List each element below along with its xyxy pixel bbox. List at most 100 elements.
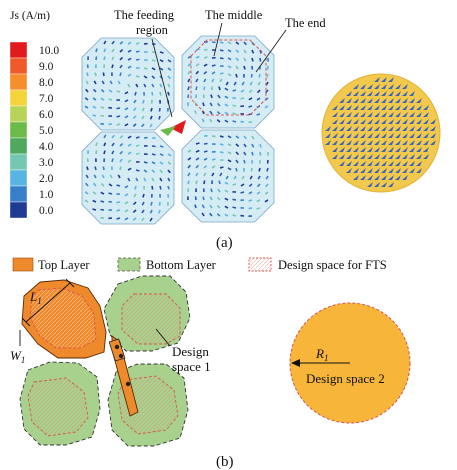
current-arrow <box>219 57 224 60</box>
circle-arrow <box>416 154 422 159</box>
current-arrow <box>224 213 229 217</box>
current-arrow <box>210 94 213 99</box>
current-arrow <box>265 175 269 180</box>
colorbar: Js (A/m) 10.0 9.0 8.0 7.0 6.0 5.0 4.0 3.0 2.0 1.0… <box>9 10 59 219</box>
colorbar-cell <box>9 137 28 155</box>
circle-arrow <box>423 112 429 117</box>
circle-arrow <box>360 84 366 89</box>
current-arrow <box>124 107 129 111</box>
current-arrow <box>233 81 237 86</box>
current-arrow <box>224 111 229 115</box>
current-arrow <box>250 167 253 172</box>
current-arrow <box>203 157 208 161</box>
current-arrow <box>117 80 121 85</box>
circle-arrow <box>332 112 338 117</box>
current-arrow <box>92 105 97 109</box>
colorbar-tick: 1.0 <box>39 189 54 201</box>
circle-arrow <box>395 126 401 131</box>
current-arrow <box>103 134 107 139</box>
circle-arrow <box>325 140 331 145</box>
current-arrow <box>103 142 107 147</box>
circle-arrow <box>353 84 359 89</box>
current-arrow <box>250 73 253 78</box>
current-arrow <box>127 83 131 88</box>
current-arrow <box>243 151 247 156</box>
current-arrow <box>111 64 114 69</box>
circle-arrow <box>353 105 359 110</box>
current-arrow <box>116 107 121 110</box>
circle-arrow <box>381 77 387 82</box>
current-arrow <box>211 172 215 177</box>
circle-arrow <box>388 84 394 89</box>
radius-label: R1 <box>315 346 328 363</box>
current-arrow <box>100 106 105 109</box>
circle-arrow <box>409 98 415 103</box>
current-arrow <box>103 56 106 61</box>
current-arrow <box>116 90 121 93</box>
circle-arrow <box>332 119 338 124</box>
current-arrow <box>266 73 269 78</box>
circle-arrow <box>430 140 436 145</box>
circle-arrow <box>374 77 380 82</box>
current-arrow <box>127 167 132 171</box>
circle-arrow <box>367 91 373 96</box>
colorbar-title: Js (A/m) <box>10 10 50 22</box>
current-arrow <box>249 175 253 180</box>
current-arrow <box>187 164 191 169</box>
current-arrow <box>232 120 237 123</box>
current-arrow <box>225 175 229 180</box>
annotation-middle: The middle <box>205 8 263 22</box>
current-arrow <box>135 169 140 172</box>
colorbar-tick: 0.0 <box>39 205 54 217</box>
current-arrow <box>151 177 155 182</box>
via-3 <box>125 381 131 387</box>
current-arrow <box>111 158 114 163</box>
current-arrow <box>151 83 155 88</box>
circle-arrow <box>367 168 373 173</box>
circle-arrow <box>402 126 408 131</box>
circle-arrow <box>374 154 380 159</box>
circle-arrow <box>360 126 366 131</box>
current-arrow <box>203 142 208 145</box>
current-arrow <box>111 40 115 45</box>
current-arrow <box>232 104 237 107</box>
circle-arrow <box>346 126 352 131</box>
current-arrow <box>217 94 221 99</box>
current-arrow <box>243 57 247 62</box>
current-arrow <box>211 64 216 67</box>
current-arrow <box>232 214 237 217</box>
current-arrow <box>84 199 89 203</box>
current-arrow <box>124 201 129 205</box>
current-arrow <box>195 172 199 177</box>
current-arrow <box>209 102 213 107</box>
circle-arrow <box>339 140 345 145</box>
current-arrow <box>195 55 200 59</box>
circle-arrow <box>367 182 373 187</box>
circle-arrow <box>332 140 338 145</box>
current-arrow <box>203 78 207 83</box>
colorbar-tick: 3.0 <box>39 157 54 169</box>
current-arrow <box>256 207 261 210</box>
current-arrow <box>167 75 171 80</box>
current-arrow <box>210 188 213 193</box>
current-arrow <box>84 105 89 109</box>
current-arrow <box>135 152 140 155</box>
circle-arrow <box>402 119 408 124</box>
circle-arrow <box>360 112 366 117</box>
circle-arrow <box>374 161 380 166</box>
circle-arrow <box>381 154 387 159</box>
current-arrow <box>209 118 213 123</box>
current-arrow <box>251 49 255 54</box>
current-arrow <box>203 63 208 67</box>
current-arrow <box>211 71 216 75</box>
current-arrow <box>219 135 224 138</box>
current-arrow <box>141 217 145 222</box>
current-arrow <box>227 135 232 139</box>
circle-arrow <box>395 147 401 152</box>
circle-arrow <box>346 154 352 159</box>
current-arrow <box>116 184 121 187</box>
circle-arrow <box>346 140 352 145</box>
colorbar-cell <box>9 73 28 91</box>
circle-arrow <box>381 140 387 145</box>
current-arrow <box>235 151 240 156</box>
